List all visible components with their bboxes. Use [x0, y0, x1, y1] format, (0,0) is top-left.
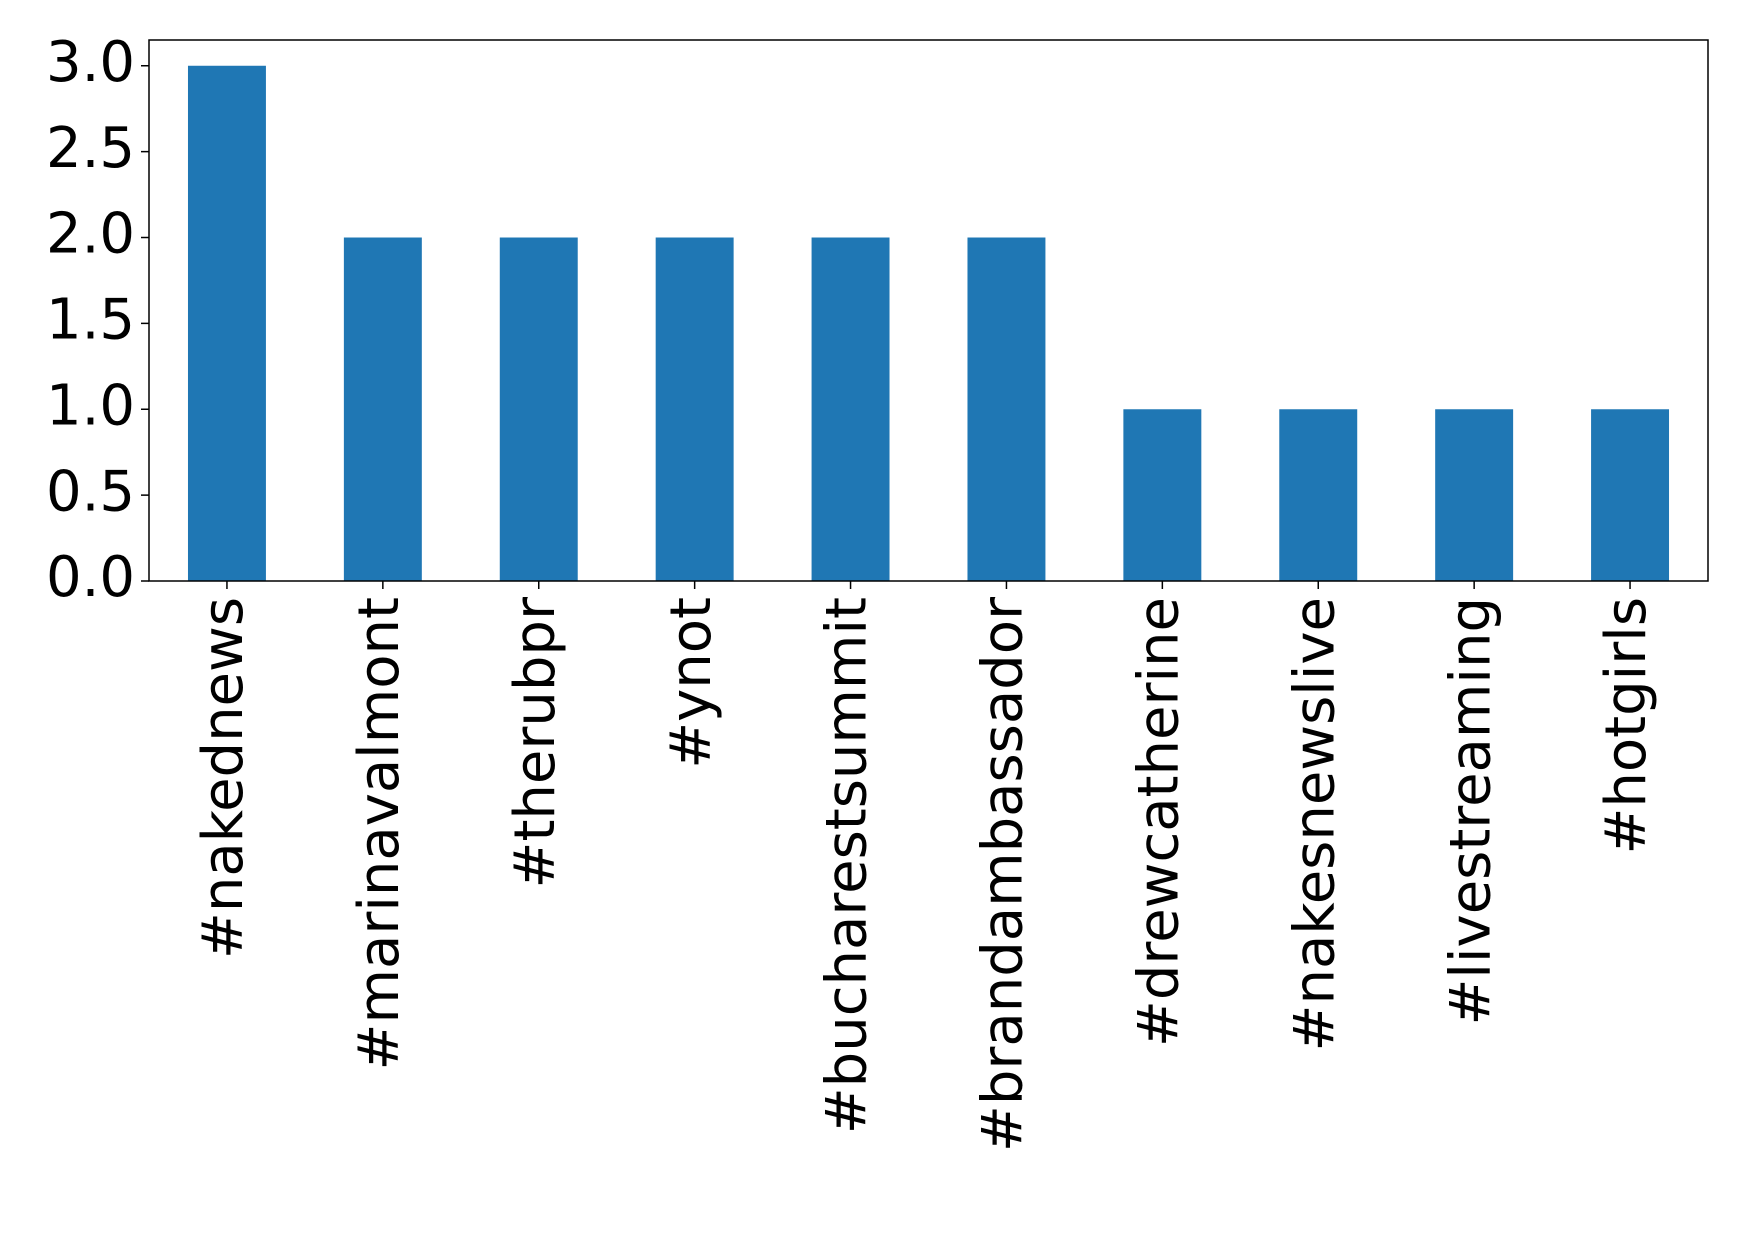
- plot-frame: [148, 39, 1709, 582]
- y-tick-label: 2.0: [46, 202, 135, 267]
- bar: [1279, 409, 1358, 581]
- x-tick-label: #nakednews: [191, 597, 256, 959]
- x-tick-label: #hotgirls: [1594, 597, 1659, 855]
- x-tick-label: #livestreaming: [1438, 597, 1503, 1025]
- x-tick-label: #drewcatherine: [1126, 597, 1191, 1047]
- bar: [811, 237, 890, 581]
- bar: [1435, 409, 1514, 581]
- bar: [343, 237, 422, 581]
- bar: [967, 237, 1046, 581]
- y-tick-label: 0.5: [46, 459, 135, 524]
- y-tick-label: 1.0: [46, 373, 135, 438]
- y-tick-label: 3.0: [46, 30, 135, 95]
- x-tick-label: #ynot: [659, 597, 724, 769]
- bar: [499, 237, 578, 581]
- bar: [187, 65, 266, 581]
- y-tick-label: 0.0: [46, 545, 135, 610]
- bar: [655, 237, 734, 581]
- y-tick-label: 1.5: [46, 288, 135, 353]
- bar: [1591, 409, 1670, 581]
- x-tick-label: #marinavalmont: [347, 597, 412, 1070]
- x-tick-label: #therubpr: [503, 596, 568, 888]
- x-tick-label: #brandambassador: [971, 596, 1036, 1152]
- bar: [1123, 409, 1202, 581]
- x-tick-label: #bucharestsummit: [815, 597, 880, 1134]
- x-tick-label: #nakesnewslive: [1282, 597, 1347, 1051]
- y-tick-label: 2.5: [46, 116, 135, 181]
